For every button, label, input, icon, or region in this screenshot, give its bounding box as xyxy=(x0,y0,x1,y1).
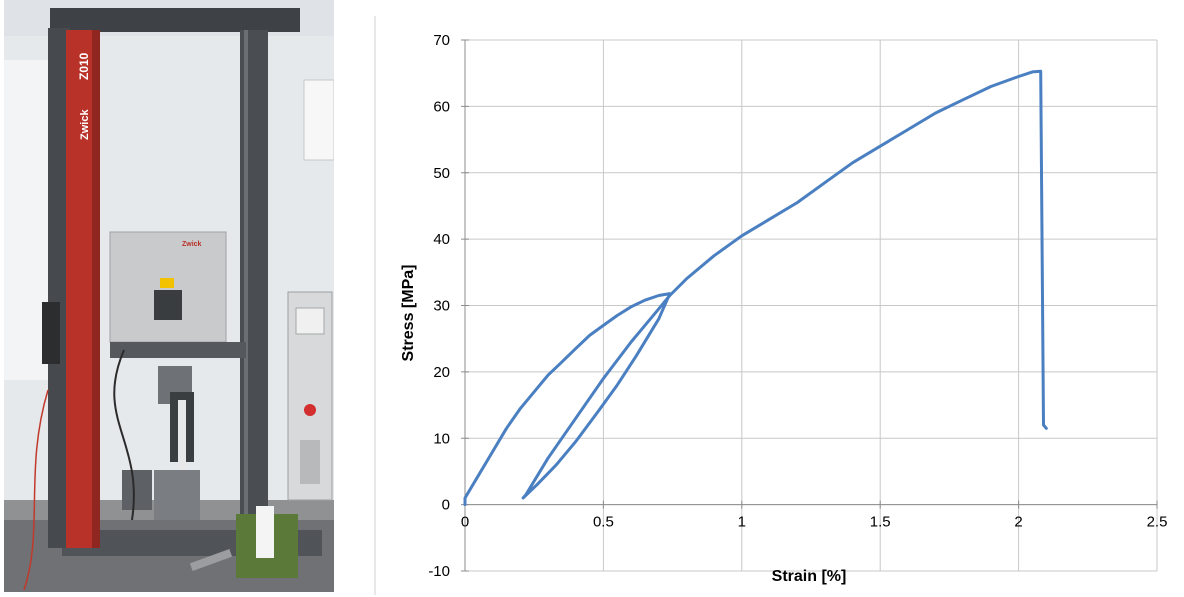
control-panel-display xyxy=(295,307,325,335)
cable xyxy=(113,349,135,521)
lower-grip xyxy=(154,470,200,520)
x-tick-label: 1 xyxy=(738,514,746,531)
x-tick-label: 2 xyxy=(1014,514,1022,531)
red-cable xyxy=(23,389,49,591)
emergency-stop xyxy=(304,404,316,416)
floor-tool xyxy=(189,549,233,571)
moving-crosshead xyxy=(110,342,246,358)
chart-tick-labels: 0 0.5 1 1.5 2 2.5 -10 0 10 20 30 40 50 60 70 xyxy=(428,32,1167,580)
y-tick-label: 70 xyxy=(433,32,450,49)
machine-model-label: Z010 xyxy=(77,52,91,80)
y-tick-label: 50 xyxy=(433,165,450,182)
tensile-machine-illustration: Zwick Z010 Zwick xyxy=(4,0,334,592)
control-keypad xyxy=(300,440,320,484)
specimen xyxy=(178,400,186,486)
tensile-machine-photo: Zwick Z010 Zwick xyxy=(4,0,334,592)
y-tick-label: 60 xyxy=(433,98,450,115)
left-column-shade xyxy=(92,30,100,548)
chamber-window xyxy=(154,290,182,320)
stress-strain-chart: 0 0.5 1 1.5 2 2.5 -10 0 10 20 30 40 50 60 70 Strain [%… xyxy=(374,16,1180,595)
machine-brand-label: Zwick xyxy=(79,109,91,140)
specimen-box-papers xyxy=(256,506,274,558)
wall-box xyxy=(303,79,334,161)
y-axis-title: Stress [MPa] xyxy=(400,265,417,362)
y-tick-label: 10 xyxy=(433,430,450,447)
y-tick-label: 30 xyxy=(433,298,450,315)
y-tick-label: 20 xyxy=(433,364,450,381)
left-column-frame xyxy=(48,28,70,548)
chart-svg: 0 0.5 1 1.5 2 2.5 -10 0 10 20 30 40 50 60 70 Strain [%… xyxy=(374,16,1167,595)
machine-top-crosshead xyxy=(50,8,300,32)
y-tick-label: 0 xyxy=(442,497,450,514)
x-axis-title: Strain [%] xyxy=(772,568,847,585)
y-tick-label: 40 xyxy=(433,231,450,248)
x-tick-label: 2.5 xyxy=(1147,514,1168,531)
x-tick-label: 1.5 xyxy=(870,514,891,531)
lower-fixture xyxy=(122,470,152,510)
wall-phone xyxy=(42,302,60,364)
x-tick-label: 0.5 xyxy=(593,514,614,531)
chart-series xyxy=(463,69,1048,507)
chamber-brand-label: Zwick xyxy=(182,241,202,248)
series-line xyxy=(463,69,1048,507)
chamber-warning-label xyxy=(160,278,174,288)
chart-grid xyxy=(461,39,1158,572)
right-column-highlight xyxy=(244,30,248,548)
y-tick-label: -10 xyxy=(428,563,450,580)
x-tick-label: 0 xyxy=(461,514,469,531)
